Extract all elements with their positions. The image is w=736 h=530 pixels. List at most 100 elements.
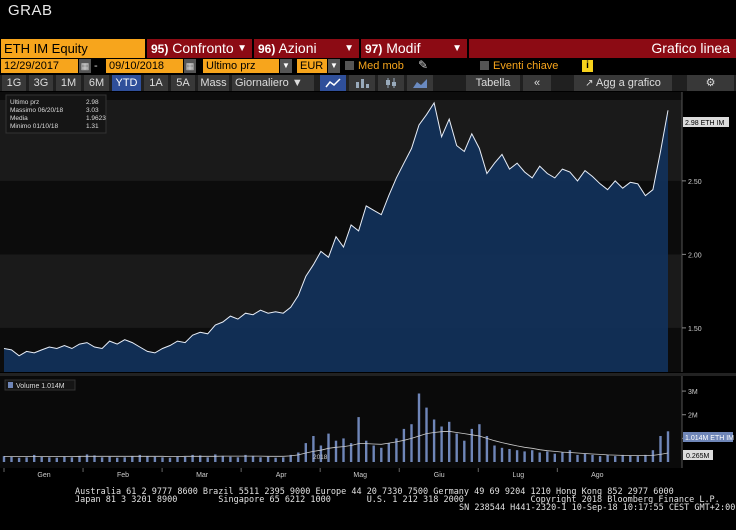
month-label: Ago bbox=[591, 472, 604, 479]
period-3g-button[interactable]: 3G bbox=[29, 75, 53, 91]
volume-bar bbox=[357, 417, 360, 462]
volume-bar bbox=[598, 456, 602, 462]
price-tick-label: 2.00 bbox=[688, 252, 702, 259]
volume-pane-bg bbox=[0, 376, 682, 468]
chevron-down-icon[interactable]: ▼ bbox=[280, 59, 292, 73]
menu-label: Modif bbox=[386, 40, 421, 56]
volume-bar bbox=[485, 436, 489, 462]
volume-bar bbox=[395, 438, 398, 462]
collapse-button[interactable]: « bbox=[523, 75, 551, 91]
calendar-icon[interactable]: ▦ bbox=[184, 59, 196, 73]
volume-bar bbox=[146, 456, 149, 462]
info-icon[interactable]: i bbox=[582, 60, 593, 72]
menu-number: 96) bbox=[258, 42, 276, 56]
legend-value: 2.98 bbox=[86, 99, 99, 106]
volume-bar bbox=[417, 393, 421, 462]
pencil-icon[interactable]: ✎ bbox=[418, 58, 429, 72]
volume-bar bbox=[63, 456, 66, 462]
volume-bar bbox=[432, 419, 436, 462]
pane-separator bbox=[0, 373, 736, 376]
volume-bar bbox=[17, 457, 21, 462]
footer-contacts-line1: Australia 61 2 9777 8600 Brazil 5511 239… bbox=[75, 487, 674, 497]
volume-bar bbox=[319, 445, 323, 462]
calendar-icon[interactable]: ▦ bbox=[79, 59, 91, 73]
volume-bar bbox=[334, 440, 338, 462]
volume-bar bbox=[666, 431, 670, 462]
period-1a-button[interactable]: 1A bbox=[144, 75, 168, 91]
volume-legend-label: Volume 1.014M bbox=[16, 383, 65, 390]
volume-current-tag: 1.014M ETH IM bbox=[683, 432, 734, 442]
volume-bar bbox=[251, 455, 255, 462]
price-line bbox=[3, 101, 669, 357]
legend-label: Massimo 06/20/18 bbox=[10, 107, 63, 114]
period-6m-button[interactable]: 6M bbox=[84, 75, 109, 91]
volume-bar bbox=[221, 455, 224, 462]
area-chart-icon[interactable] bbox=[407, 75, 433, 91]
moving-avg-label: Med mob bbox=[358, 60, 404, 72]
price-field-select[interactable]: Ultimo prz bbox=[203, 59, 279, 73]
volume-bar bbox=[614, 456, 617, 462]
chevron-down-icon[interactable]: ▼ bbox=[328, 59, 340, 73]
menu-number: 95) bbox=[151, 42, 169, 56]
volume-bar bbox=[327, 433, 330, 462]
volume-tick-label: 2M bbox=[688, 413, 698, 420]
volume-bar bbox=[463, 440, 466, 462]
price-tick-label: 1.50 bbox=[688, 326, 702, 333]
legend: Ultimo prz 2.98 Massimo 06/20/18 3.03 Media 1… bbox=[5, 94, 107, 134]
volume-bar bbox=[214, 454, 217, 462]
volume-bar bbox=[312, 436, 315, 462]
currency-select[interactable]: EUR bbox=[297, 59, 327, 73]
actions-menu-button[interactable]: 96) Azioni ▼ bbox=[254, 39, 359, 58]
volume-bar bbox=[304, 443, 307, 462]
legend-label: Ultimo prz bbox=[10, 99, 39, 106]
compare-menu-button[interactable]: 95) Confronto ▼ bbox=[147, 39, 252, 58]
volume-bar bbox=[583, 453, 587, 462]
period-1m-button[interactable]: 1M bbox=[56, 75, 81, 91]
key-events-label: Eventi chiave bbox=[493, 60, 559, 72]
candle-chart-icon[interactable] bbox=[378, 75, 404, 91]
period-1g-button[interactable]: 1G bbox=[2, 75, 26, 91]
key-events-checkbox[interactable] bbox=[480, 61, 489, 70]
chart-type-label[interactable]: Grafico linea bbox=[469, 39, 736, 58]
volume-bar bbox=[531, 450, 534, 462]
period-ytd-button[interactable]: YTD bbox=[112, 75, 141, 91]
add-to-chart-button[interactable]: ↗ Agg a grafico bbox=[574, 75, 672, 91]
volume-bar bbox=[153, 456, 157, 462]
volume-bar bbox=[493, 445, 496, 462]
volume-avg-label: 0.265M bbox=[686, 453, 710, 460]
volume-bar bbox=[455, 433, 458, 462]
period-max-button[interactable]: Mass bbox=[198, 75, 229, 91]
year-label: 2018 bbox=[313, 454, 328, 461]
volume-bar bbox=[372, 445, 375, 462]
period-5a-button[interactable]: 5A bbox=[171, 75, 195, 91]
volume-bar bbox=[629, 455, 632, 462]
last-price-tag: 2.98 ETH IM bbox=[683, 117, 729, 127]
edit-menu-button[interactable]: 97) Modif ▼ bbox=[361, 39, 467, 58]
volume-bar bbox=[33, 454, 36, 462]
bar-chart-icon[interactable] bbox=[349, 75, 375, 91]
month-label: Feb bbox=[117, 472, 129, 479]
volume-bar bbox=[500, 447, 504, 462]
volume-bar bbox=[387, 443, 390, 462]
volume-bar bbox=[365, 440, 368, 462]
frequency-select[interactable]: Giornaliero ▼ bbox=[232, 75, 314, 91]
volume-bar bbox=[349, 443, 353, 462]
moving-avg-checkbox[interactable] bbox=[345, 61, 354, 70]
security-field[interactable]: ETH IM Equity bbox=[1, 39, 145, 58]
last-price-label: 2.98 ETH IM bbox=[685, 120, 724, 127]
start-date-field[interactable]: 12/29/2017 bbox=[1, 59, 78, 73]
line-chart-icon[interactable] bbox=[320, 75, 346, 91]
price-band bbox=[0, 100, 682, 181]
volume-avg-tag: 0.265M bbox=[683, 450, 713, 460]
table-button[interactable]: Tabella bbox=[466, 75, 520, 91]
add-to-chart-label: Agg a grafico bbox=[596, 77, 661, 89]
legend-label: Minimo 01/10/18 bbox=[10, 123, 58, 130]
volume-bar bbox=[515, 450, 519, 462]
date-separator: - bbox=[94, 60, 98, 72]
end-date-field[interactable]: 09/10/2018 bbox=[106, 59, 183, 73]
gear-icon[interactable]: ⚙ bbox=[687, 75, 734, 91]
volume-avg-line bbox=[4, 430, 669, 458]
volume-bar bbox=[55, 457, 58, 462]
volume-bar bbox=[425, 407, 428, 462]
price-chart: 1.50 2.00 2.50 2.98 ETH IM Ultimo prz 2.98 M… bbox=[0, 92, 736, 479]
